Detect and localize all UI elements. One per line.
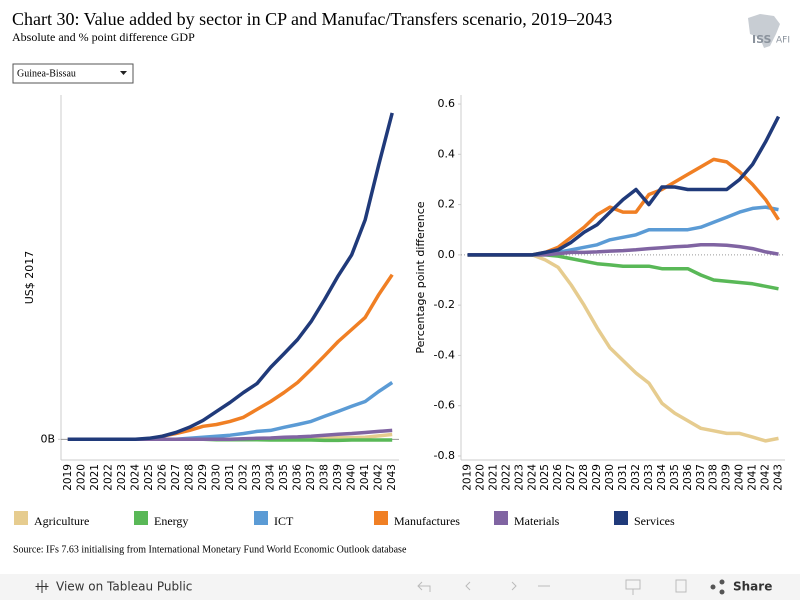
share-icon[interactable] [710,579,725,595]
x-tick-label: 2040 [346,464,358,491]
x-tick-label: 2026 [156,464,168,491]
logo-map [748,14,780,48]
x-tick-label: 2025 [143,464,155,491]
x-tick-label: 2030 [210,464,222,491]
x-tick-label: 2038 [319,464,331,491]
series-line [467,115,781,257]
x-tick-label: 2033 [251,464,263,491]
x-tick-label: 2037 [695,464,707,491]
x-tick-label: 2035 [278,464,290,491]
x-tick-label: 2031 [617,464,629,491]
x-tick-label: 2029 [591,464,603,491]
y-tick-label: 0.0 [438,248,456,261]
series-line [67,381,394,442]
x-tick-label: 2037 [305,464,317,491]
legend-swatch [134,511,148,525]
dropdown-value[interactable]: Guinea-Bissau [17,68,76,79]
legend-label: Materials [514,514,560,528]
x-tick-label: 2024 [129,464,141,491]
tableau-icon[interactable] [35,580,49,593]
series-line [67,273,394,442]
y-tick-label: 0.6 [438,97,456,110]
x-tick-label: 2025 [539,464,551,491]
legend-swatch [254,511,268,525]
x-tick-label: 2020 [474,464,486,491]
x-tick-label: 2023 [513,464,525,491]
x-tick-label: 2041 [747,464,759,491]
legend-swatch [14,511,28,525]
x-tick-label: 2027 [565,464,577,491]
x-tick-label: 2043 [773,464,785,491]
y-tick-label: 0.4 [438,147,456,160]
legend-swatch [494,511,508,525]
x-tick-label: 2039 [332,464,344,491]
x-tick-label: 2019 [62,464,74,491]
legend-swatch [374,511,388,525]
y-tick-label: 0B [40,432,55,445]
logo-text: ISS [752,33,772,46]
legend-label: ICT [274,514,294,528]
series-line [467,157,780,257]
x-tick-label: 2036 [682,464,694,491]
x-tick-label: 2026 [552,464,564,491]
series-line [467,205,779,257]
y-tick-label: 0.2 [438,198,456,211]
x-tick-label: 2038 [708,464,720,491]
source: Source: IFs 7.63 initialising from Inter… [13,544,407,555]
legend-label: Manufactures [394,514,460,528]
x-tick-label: 2021 [89,464,101,491]
x-tick-label: 2041 [359,464,371,491]
x-tick-label: 2021 [487,464,499,491]
y-tick-label: -0.6 [434,399,455,412]
series-line [467,253,779,291]
share-button[interactable]: Share [733,580,772,594]
x-tick-label: 2031 [224,464,236,491]
title: Chart 30: Value added by sector in CP an… [12,9,612,29]
x-tick-label: 2024 [526,464,538,491]
x-tick-label: 2034 [656,464,668,491]
x-tick-label: 2035 [669,464,681,491]
subtitle: Absolute and % point difference GDP [12,30,195,44]
x-tick-label: 2042 [373,464,385,491]
x-tick-label: 2040 [734,464,746,491]
x-tick-label: 2029 [197,464,209,491]
legend-swatch [614,511,628,525]
series-line [67,112,394,442]
toolbar-icons[interactable] [417,579,687,595]
x-tick-label: 2033 [643,464,655,491]
x-tick-label: 2028 [578,464,590,491]
legend-label: Energy [154,514,188,528]
y-axis-label: US$ 2017 [23,251,36,305]
y-tick-label: -0.2 [434,298,455,311]
x-tick-label: 2023 [116,464,128,491]
x-tick-label: 2019 [461,464,473,491]
logo-text: AFI [776,36,790,46]
x-tick-label: 2020 [75,464,87,491]
x-tick-label: 2028 [183,464,195,491]
y-tick-label: -0.4 [434,348,455,361]
x-tick-label: 2042 [760,464,772,491]
x-tick-label: 2034 [265,464,277,491]
legend-label: Services [634,514,675,528]
toolbar [0,574,800,600]
x-tick-label: 2032 [238,464,250,491]
x-tick-label: 2032 [630,464,642,491]
y-axis-label: Percentage point difference [414,201,427,353]
x-tick-label: 2039 [721,464,733,491]
x-tick-label: 2036 [292,464,304,491]
x-tick-label: 2030 [604,464,616,491]
y-tick-label: -0.8 [434,449,455,462]
x-tick-label: 2027 [170,464,182,491]
x-tick-label: 2022 [500,464,512,491]
x-tick-label: 2022 [102,464,114,491]
view-link[interactable]: View on Tableau Public [56,580,192,594]
x-tick-label: 2043 [386,464,398,491]
dropdown[interactable] [12,63,134,84]
dropdown-arrow[interactable] [120,71,127,75]
legend-label: Agriculture [34,514,89,528]
